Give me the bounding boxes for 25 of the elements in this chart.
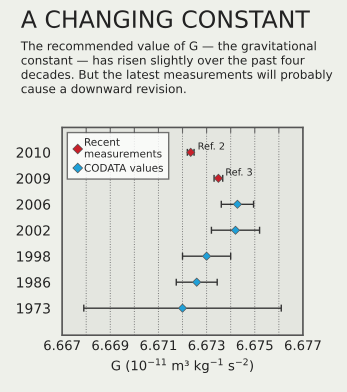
annotation: Ref. 3 xyxy=(226,168,252,176)
annotation: Ref. 2 xyxy=(198,142,224,150)
chart-title: A CHANGING CONSTANT xyxy=(21,10,310,28)
y-tick-label: 2002 xyxy=(16,225,50,236)
point xyxy=(230,226,240,235)
y-tick-label: 2010 xyxy=(16,147,50,158)
y-tick-label: 1998 xyxy=(17,251,50,262)
point xyxy=(202,252,212,261)
x-tick-label: 6.667 xyxy=(44,340,80,350)
x-tick-label: 6.675 xyxy=(236,340,272,350)
point xyxy=(178,304,188,313)
x-tick-label: 6.673 xyxy=(188,340,224,350)
x-tick-label: 6.677 xyxy=(284,340,321,350)
point xyxy=(232,200,242,209)
y-tick-label: 2006 xyxy=(16,199,50,210)
x-axis-title: G (10$^{−11}$ m³ kg$^{−1}$ s$^{−2}$) xyxy=(112,358,253,373)
legend-label: CODATA values xyxy=(84,164,163,172)
chart-subtitle: The recommended value of G — the gravitational constant — has risen slightly over the past four decades. But the latest measurements will probably cause a downward revision. xyxy=(20,41,332,94)
y-tick-label: 2009 xyxy=(16,173,50,184)
x-tick-label: 6.671 xyxy=(140,340,176,350)
legend-label: Recent measurements xyxy=(84,138,162,158)
y-tick-label: 1973 xyxy=(17,303,50,314)
x-tick-label: 6.669 xyxy=(92,340,128,350)
y-tick-label: 1986 xyxy=(17,277,50,288)
point xyxy=(192,278,202,287)
